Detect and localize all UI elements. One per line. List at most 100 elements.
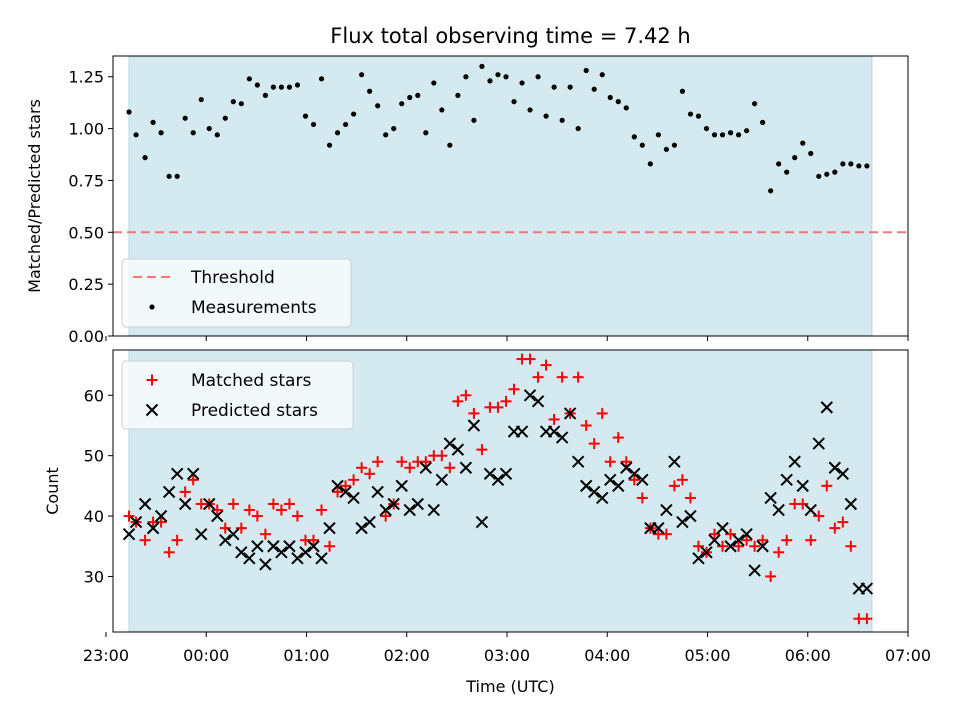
predicted-star-point: [275, 546, 288, 559]
measurement-point: [302, 113, 309, 119]
matched-star-point: [251, 510, 263, 522]
measurement-point: [286, 84, 293, 90]
matched-star-point: [444, 462, 456, 474]
measurement-point: [495, 72, 501, 78]
predicted-star-point: [251, 540, 264, 553]
y-tick-label: 1.00: [68, 120, 104, 139]
measurement-point: [174, 173, 180, 179]
measurement-point: [519, 80, 525, 86]
predicted-star-point: [170, 467, 184, 480]
matched-star-point: [532, 371, 544, 383]
matched-star-point: [283, 498, 295, 510]
measurement-point: [623, 105, 629, 111]
predicted-star-point: [692, 552, 705, 565]
matched-star-point: [684, 492, 696, 504]
measurement-point: [695, 113, 702, 119]
legend-predicted-label: Predicted stars: [191, 401, 318, 421]
legend-measurements-label: Measurements: [191, 298, 317, 318]
predicted-star-point: [267, 540, 280, 553]
measurement-point: [735, 132, 742, 138]
matched-star-point: [765, 570, 777, 582]
legend-threshold-label: Threshold: [190, 268, 275, 288]
measurement-point: [591, 86, 597, 92]
matched-star-point: [508, 383, 520, 395]
matched-star-point: [308, 534, 320, 546]
measurement-point: [126, 109, 132, 115]
predicted-star-point: [387, 497, 400, 511]
predicted-star-point: [636, 473, 649, 487]
bottom-panel: 30 40 50 60 23:00 00:00 01:00 02:00 03:00 04:00 0…: [43, 349, 931, 696]
matched-stars-series: [123, 353, 873, 625]
x-tick-label: 06:00: [785, 646, 831, 665]
measurement-point: [679, 88, 686, 94]
matched-star-point: [845, 540, 857, 552]
matched-star-point: [492, 401, 504, 413]
predicted-star-point: [772, 503, 785, 517]
matched-star-point: [155, 516, 167, 528]
measurement-point: [318, 76, 325, 82]
measurement-point: [399, 101, 405, 107]
matched-star-point: [821, 480, 833, 492]
matched-star-point: [171, 534, 183, 546]
measurement-point: [503, 74, 509, 80]
predicted-star-point: [299, 546, 312, 559]
predicted-star-point: [363, 515, 376, 529]
measurement-point: [511, 99, 517, 105]
measurement-point: [463, 74, 469, 80]
measurement-point: [439, 107, 445, 113]
matched-star-point: [548, 413, 560, 425]
x-tick-label: 01:00: [283, 646, 329, 665]
matched-star-point: [139, 534, 151, 546]
measurement-point: [310, 121, 317, 128]
measurement-point: [447, 142, 453, 148]
predicted-star-point: [235, 546, 248, 559]
predicted-star-point: [716, 521, 729, 535]
matched-star-point: [211, 504, 223, 516]
predicted-star-point: [355, 521, 368, 535]
measurement-point: [278, 84, 285, 90]
x-tick-label: 03:00: [484, 646, 530, 665]
predicted-star-point: [523, 389, 537, 402]
predicted-star-point: [563, 407, 577, 420]
measurement-point: [848, 161, 854, 167]
predicted-star-point: [211, 509, 224, 523]
predicted-star-point: [612, 479, 625, 493]
bottom-axes-frame: [112, 349, 909, 633]
matched-star-point: [773, 546, 785, 558]
matched-star-point: [356, 462, 368, 474]
matched-star-point: [620, 456, 632, 468]
matched-star-point: [829, 522, 841, 534]
measurement-point: [615, 99, 621, 105]
measurement-point: [359, 72, 365, 78]
measurement-point: [182, 115, 188, 121]
measurements-series: [126, 63, 870, 194]
measurement-point: [383, 132, 389, 138]
predicted-star-point: [708, 534, 721, 547]
matched-star-point: [404, 462, 416, 474]
measurement-point: [527, 107, 533, 113]
measurement-point: [334, 130, 341, 136]
predicted-star-point: [379, 503, 392, 517]
top-axes-frame: [112, 55, 909, 337]
predicted-star-point: [129, 515, 143, 529]
measurement-point: [647, 161, 653, 167]
matched-star-point: [420, 456, 432, 468]
legend-measurements-swatch: [149, 304, 155, 310]
measurement-point: [351, 111, 357, 117]
measurement-point: [776, 161, 782, 167]
matched-star-point: [837, 516, 849, 528]
measurement-point: [663, 146, 669, 152]
predicted-stars-series: [122, 389, 874, 595]
matched-star-point: [749, 540, 761, 552]
measurement-point: [655, 132, 661, 138]
bottom-legend: Matched stars Predicted stars: [121, 360, 354, 430]
predicted-star-point: [427, 503, 441, 517]
predicted-star-point: [860, 582, 874, 595]
measurement-point: [487, 78, 493, 84]
measurement-point: [808, 150, 814, 157]
predicted-star-point: [203, 497, 216, 511]
measurement-point: [198, 96, 204, 103]
measurement-point: [150, 119, 156, 125]
predicted-star-point: [146, 521, 160, 535]
measurement-point: [768, 188, 774, 194]
